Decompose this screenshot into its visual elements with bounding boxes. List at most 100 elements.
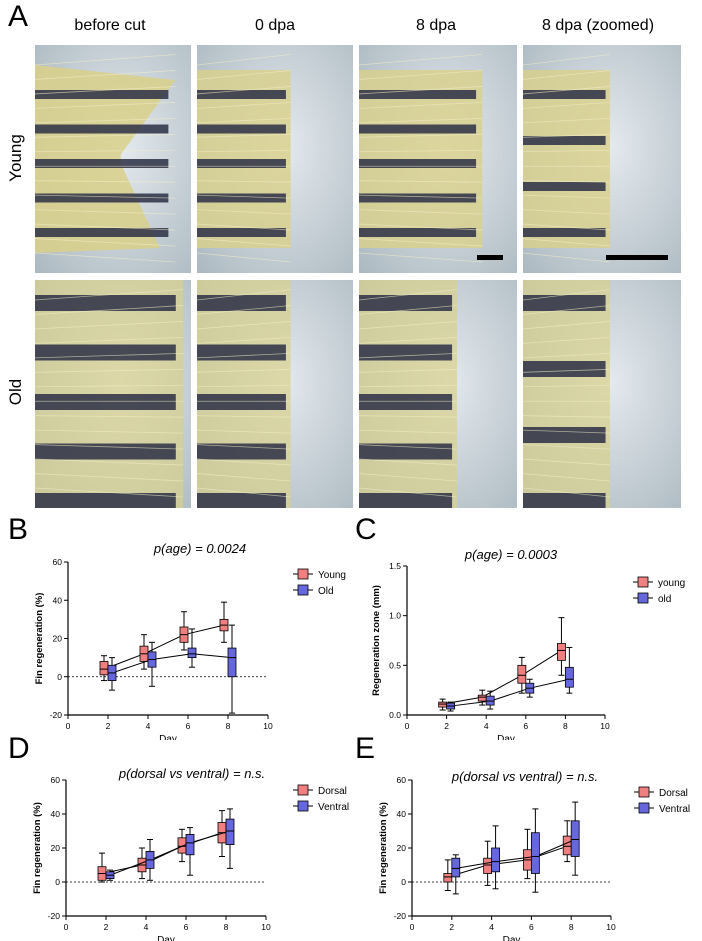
box-ventral-day-6 — [530, 808, 540, 893]
y-tick-label: -20 — [394, 911, 407, 921]
y-tick-label: 60 — [51, 775, 61, 785]
y-tick-label: 40 — [51, 809, 61, 819]
x-tick-label: 8 — [226, 721, 231, 731]
svg-text:Dorsal: Dorsal — [659, 788, 688, 799]
column-title-before-cut: before cut — [74, 17, 146, 34]
chart-title: p(dorsal vs ventral) = n.s. — [118, 766, 265, 781]
chart-title: p(age) = 0.0024 — [153, 541, 246, 556]
box-young-day-4 — [139, 634, 149, 670]
box-ventral-day-2 — [451, 854, 461, 895]
column-title-8-dpa-zoomed: 8 dpa (zoomed) — [541, 17, 655, 34]
y-tick-label: 20 — [397, 843, 407, 853]
box-young-day-2 — [438, 698, 448, 711]
box-old-day-4 — [147, 641, 157, 687]
column-title-0-dpa: 0 dpa — [254, 17, 296, 34]
y-tick-label: 0.5 — [389, 660, 401, 670]
x-tick-label: 2 — [449, 922, 454, 932]
x-tick-label: 2 — [444, 721, 449, 731]
y-axis-label: Fin regeneration (%) — [34, 593, 45, 685]
series-line-young — [103, 624, 225, 670]
x-tick-label: 8 — [224, 922, 229, 932]
box-dorsal-day-6 — [523, 828, 532, 880]
photo-old-before-cut — [35, 280, 191, 508]
row-label-young: Young — [6, 134, 25, 182]
y-axis-label: Regeneration zone (mm) — [371, 585, 382, 696]
y-tick-label: -20 — [50, 710, 63, 720]
x-tick-label: 6 — [186, 721, 191, 731]
legend-item-young: young — [633, 576, 685, 589]
x-tick-label: 6 — [184, 922, 189, 932]
chart-title: p(age) = 0.0003 — [464, 547, 558, 562]
legend-item-young: Young — [293, 568, 346, 581]
x-tick-label: 8 — [563, 721, 568, 731]
legend-item-dorsal: Dorsal — [634, 786, 688, 799]
x-tick-label: 0 — [66, 721, 71, 731]
box-young-day-6 — [179, 611, 189, 651]
y-tick-label: 60 — [397, 775, 407, 785]
x-axis-label: Day — [159, 734, 177, 740]
x-tick-label: 2 — [104, 922, 109, 932]
photo-young-before-cut — [35, 45, 191, 273]
y-tick-label: 20 — [53, 634, 63, 644]
x-tick-label: 4 — [489, 922, 494, 932]
series-line-young — [442, 650, 562, 705]
x-tick-label: 10 — [263, 721, 273, 731]
chart-title: p(dorsal vs ventral) = n.s. — [451, 769, 598, 784]
panel-letter-a: A — [8, 0, 29, 33]
panel-letter-d: D — [8, 732, 30, 765]
x-tick-label: 8 — [569, 922, 574, 932]
legend-item-ventral: Ventral — [634, 802, 690, 815]
panel-letter-e: E — [355, 732, 376, 765]
x-tick-label: 6 — [523, 721, 528, 731]
photo-young-8-dpa — [359, 45, 517, 273]
x-tick-label: 4 — [144, 922, 149, 932]
box-old-day-6 — [187, 628, 197, 668]
box-young-day-8 — [557, 617, 566, 676]
y-tick-label: 0 — [57, 672, 62, 682]
box-ventral-day-4 — [145, 839, 155, 881]
box-young-day-8 — [219, 601, 229, 643]
y-tick-label: 0 — [55, 877, 60, 887]
x-tick-label: 10 — [606, 922, 616, 932]
box-ventral-day-2 — [105, 869, 115, 881]
x-axis-label: Day — [503, 935, 521, 941]
series-line-old — [450, 678, 570, 707]
series-line-old — [111, 653, 233, 674]
svg-text:young: young — [658, 578, 685, 589]
row-label-old: Old — [6, 378, 25, 406]
x-tick-label: 0 — [405, 721, 410, 731]
photo-old-8-dpa-zoomed — [523, 280, 681, 508]
x-tick-label: 4 — [146, 721, 151, 731]
chart-regeneration-zone-age: p(age) = 0.0003 0.0 0.5 1.0 1.5 0 2 4 6 8 10 Day Reg… — [371, 547, 685, 740]
y-tick-label: 0.0 — [389, 710, 401, 720]
box-dorsal-day-2 — [443, 859, 453, 891]
photo-young-0-dpa — [197, 45, 353, 273]
svg-text:Young: Young — [318, 570, 346, 581]
svg-text:Dorsal: Dorsal — [318, 786, 347, 797]
photo-young-8-dpa-zoomed — [523, 45, 681, 273]
series-line-ventral — [109, 830, 231, 876]
x-tick-label: 2 — [106, 721, 111, 731]
x-tick-label: 10 — [261, 922, 271, 932]
x-axis-label: Day — [157, 935, 175, 941]
legend-item-old: Old — [293, 584, 334, 597]
svg-text:old: old — [658, 594, 671, 605]
box-ventral-day-8 — [570, 801, 580, 876]
box-ventral-day-4 — [491, 825, 500, 890]
box-old-day-6 — [525, 678, 535, 698]
y-tick-label: 1.0 — [389, 611, 401, 621]
svg-text:Old: Old — [318, 586, 334, 597]
series-line-ventral — [455, 839, 576, 869]
y-axis-label: Fin regeneration (%) — [32, 802, 43, 894]
panel-letter-b: B — [8, 513, 29, 546]
series-line-dorsal — [447, 845, 568, 878]
box-dorsal-day-2 — [97, 852, 107, 883]
box-young-day-4 — [477, 689, 487, 706]
box-old-day-4 — [485, 690, 495, 710]
box-old-day-8 — [227, 624, 237, 714]
x-tick-label: 4 — [484, 721, 489, 731]
legend-item-ventral: Ventral — [293, 800, 349, 813]
